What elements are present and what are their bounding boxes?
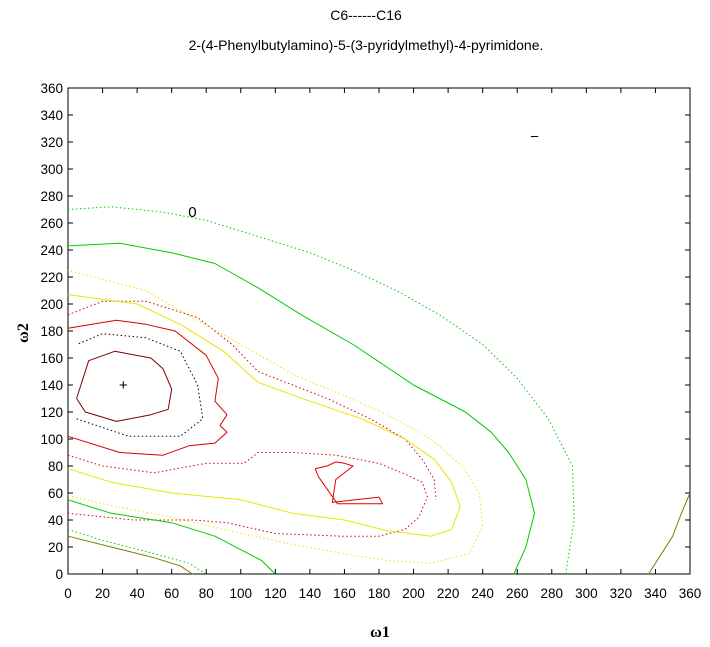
contour-annotation-3: − [530,129,539,146]
x-tick-label: 320 [610,586,633,601]
contour-line-5 [67,300,437,500]
y-tick-label: 80 [48,459,63,474]
chart-title: C6------C16 [330,7,402,23]
contour-line-6 [314,461,383,505]
contour-line-7 [67,294,461,537]
x-axis-label: ω1 [370,624,390,641]
x-tick-label: 340 [644,586,667,601]
y-tick-label: 40 [48,513,63,528]
x-tick-label: 60 [164,586,179,601]
y-tick-label: 140 [40,378,63,393]
contour-line-11 [67,529,207,575]
y-tick-label: 300 [40,162,63,177]
y-tick-label: 360 [40,81,63,96]
y-tick-label: 260 [40,216,63,231]
y-tick-label: 340 [40,108,63,123]
x-tick-label: 120 [264,586,287,601]
x-tick-label: 80 [199,586,214,601]
x-tick-label: 160 [333,586,356,601]
y-tick-label: 240 [40,243,63,258]
x-tick-label: 180 [368,586,391,601]
contour-annotation-2: + [119,377,128,394]
contour-line-8 [67,269,484,564]
contour-line-2 [76,333,204,437]
y-tick-label: 0 [55,567,63,582]
chart-subtitle: 2-(4-Phenylbutylamino)-5-(3-pyridylmethy… [189,37,544,53]
x-tick-label: 200 [402,586,425,601]
contour-line-3 [67,319,228,456]
y-tick-label: 220 [40,270,63,285]
x-tick-label: 280 [541,586,564,601]
y-axis-label: ω2 [15,323,32,343]
plot-area [67,87,691,575]
contour-line-10 [67,242,535,575]
contour-line-13 [67,535,193,575]
y-tick-label: 120 [40,405,63,420]
y-tick-label: 200 [40,297,63,312]
x-tick-label: 360 [679,586,702,601]
y-tick-label: 160 [40,351,63,366]
y-tick-label: 180 [40,324,63,339]
x-tick-label: 260 [506,586,529,601]
y-tick-label: 20 [48,540,63,555]
x-tick-label: 240 [471,586,494,601]
x-tick-label: 140 [299,586,322,601]
contour-layer [67,206,691,575]
contour-line-9 [67,499,276,575]
contour-line-4 [67,452,428,537]
contour-line-1 [76,350,173,422]
y-tick-label: 100 [40,432,63,447]
contour-annotation-1: 0 [188,204,196,221]
y-tick-label: 280 [40,189,63,204]
contour-line-14 [648,492,691,575]
y-tick-label: 320 [40,135,63,150]
x-tick-label: 40 [130,586,145,601]
x-tick-label: 0 [64,586,72,601]
axis-layer: 0 20 40 60 80 100 120 140 160 180 200 220 240 260 280 3… [40,81,701,601]
x-tick-label: 220 [437,586,460,601]
y-tick-label: 60 [48,486,63,501]
x-tick-label: 20 [95,586,110,601]
annotation-layer: 0 + − [119,129,539,394]
x-tick-label: 300 [575,586,598,601]
x-tick-label: 100 [230,586,253,601]
